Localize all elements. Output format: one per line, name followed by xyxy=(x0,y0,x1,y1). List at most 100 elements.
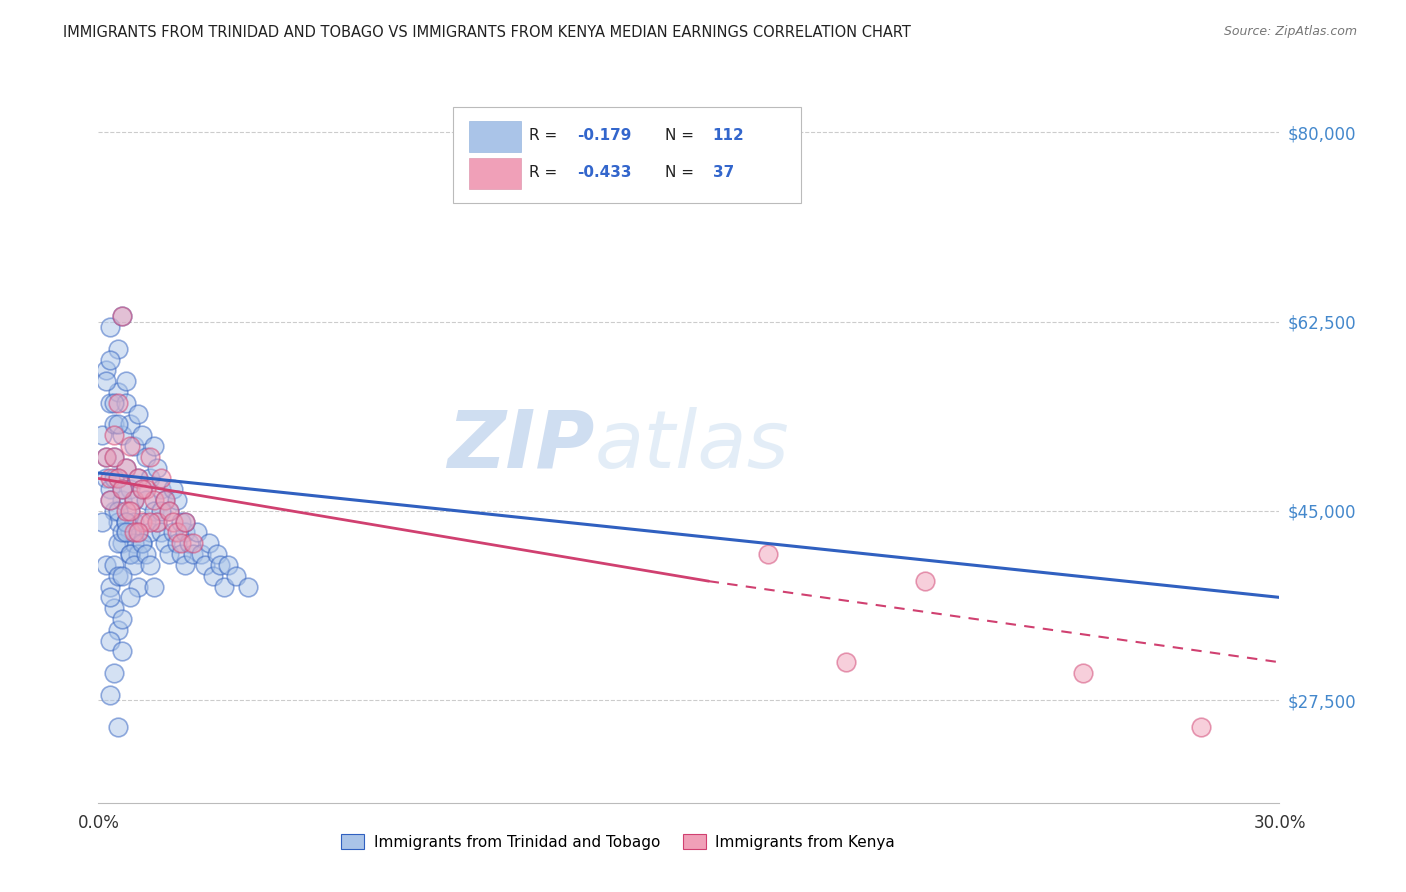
Point xyxy=(146,515,169,529)
Point xyxy=(155,493,177,508)
Point xyxy=(103,428,125,442)
FancyBboxPatch shape xyxy=(470,120,522,152)
Point xyxy=(131,515,153,529)
Point xyxy=(209,558,232,572)
Point xyxy=(131,482,153,496)
Point xyxy=(150,471,173,485)
Point xyxy=(135,515,157,529)
Point xyxy=(1189,720,1212,734)
Point xyxy=(127,525,149,540)
Point xyxy=(111,482,134,496)
Point xyxy=(181,536,204,550)
Point xyxy=(150,482,173,496)
Point xyxy=(103,417,125,432)
Point xyxy=(190,547,212,561)
Point xyxy=(98,688,121,702)
Point xyxy=(103,601,125,615)
Point xyxy=(174,558,197,572)
Point xyxy=(96,558,118,572)
Point xyxy=(98,320,121,334)
Point xyxy=(107,568,129,582)
Point xyxy=(150,525,173,540)
Point xyxy=(103,471,125,485)
Point xyxy=(111,482,134,496)
Point xyxy=(174,515,197,529)
Point xyxy=(131,536,153,550)
Point xyxy=(98,482,121,496)
Point xyxy=(174,525,197,540)
Point xyxy=(122,525,145,540)
Point xyxy=(127,471,149,485)
Point xyxy=(177,536,200,550)
Point xyxy=(162,515,184,529)
Point xyxy=(118,482,141,496)
Point xyxy=(127,471,149,485)
Point xyxy=(107,504,129,518)
Point xyxy=(118,504,141,518)
Point xyxy=(118,547,141,561)
Point xyxy=(170,515,193,529)
Point xyxy=(181,547,204,561)
Point xyxy=(96,363,118,377)
Text: ZIP: ZIP xyxy=(447,407,595,485)
Point xyxy=(107,342,129,356)
Point xyxy=(107,471,129,485)
Point xyxy=(122,558,145,572)
Point xyxy=(150,504,173,518)
Point xyxy=(96,450,118,464)
Point xyxy=(98,352,121,367)
Point xyxy=(138,558,160,572)
Point xyxy=(162,525,184,540)
Point xyxy=(111,310,134,324)
Point xyxy=(756,547,779,561)
Point xyxy=(111,525,134,540)
Point xyxy=(91,428,114,442)
Point xyxy=(146,515,169,529)
Point xyxy=(1071,666,1094,681)
Point xyxy=(98,591,121,605)
Point xyxy=(115,460,138,475)
Point xyxy=(135,547,157,561)
Point xyxy=(107,515,129,529)
Point xyxy=(122,493,145,508)
Point xyxy=(103,558,125,572)
Point xyxy=(135,450,157,464)
Point xyxy=(155,493,177,508)
Point xyxy=(138,450,160,464)
Point xyxy=(835,655,858,669)
Point xyxy=(131,482,153,496)
Point xyxy=(914,574,936,589)
Point xyxy=(98,396,121,410)
Point xyxy=(166,525,188,540)
Point xyxy=(138,515,160,529)
Point xyxy=(107,384,129,399)
Point xyxy=(162,482,184,496)
Point xyxy=(111,568,134,582)
Point xyxy=(157,547,180,561)
Text: IMMIGRANTS FROM TRINIDAD AND TOBAGO VS IMMIGRANTS FROM KENYA MEDIAN EARNINGS COR: IMMIGRANTS FROM TRINIDAD AND TOBAGO VS I… xyxy=(63,25,911,40)
Point xyxy=(186,525,208,540)
Point xyxy=(103,450,125,464)
Point xyxy=(111,612,134,626)
Point xyxy=(111,310,134,324)
Point xyxy=(107,417,129,432)
Point xyxy=(142,439,165,453)
Point xyxy=(103,396,125,410)
Point xyxy=(122,493,145,508)
Point xyxy=(225,568,247,582)
Point xyxy=(91,515,114,529)
Point xyxy=(111,428,134,442)
Point xyxy=(127,407,149,421)
Text: R =: R = xyxy=(530,128,562,143)
Point xyxy=(155,536,177,550)
Point xyxy=(115,460,138,475)
Point xyxy=(98,580,121,594)
Point xyxy=(111,536,134,550)
Point xyxy=(122,536,145,550)
Point xyxy=(107,720,129,734)
Point xyxy=(174,515,197,529)
Text: 112: 112 xyxy=(713,128,744,143)
Point xyxy=(118,439,141,453)
Point xyxy=(98,493,121,508)
Text: -0.433: -0.433 xyxy=(576,165,631,180)
